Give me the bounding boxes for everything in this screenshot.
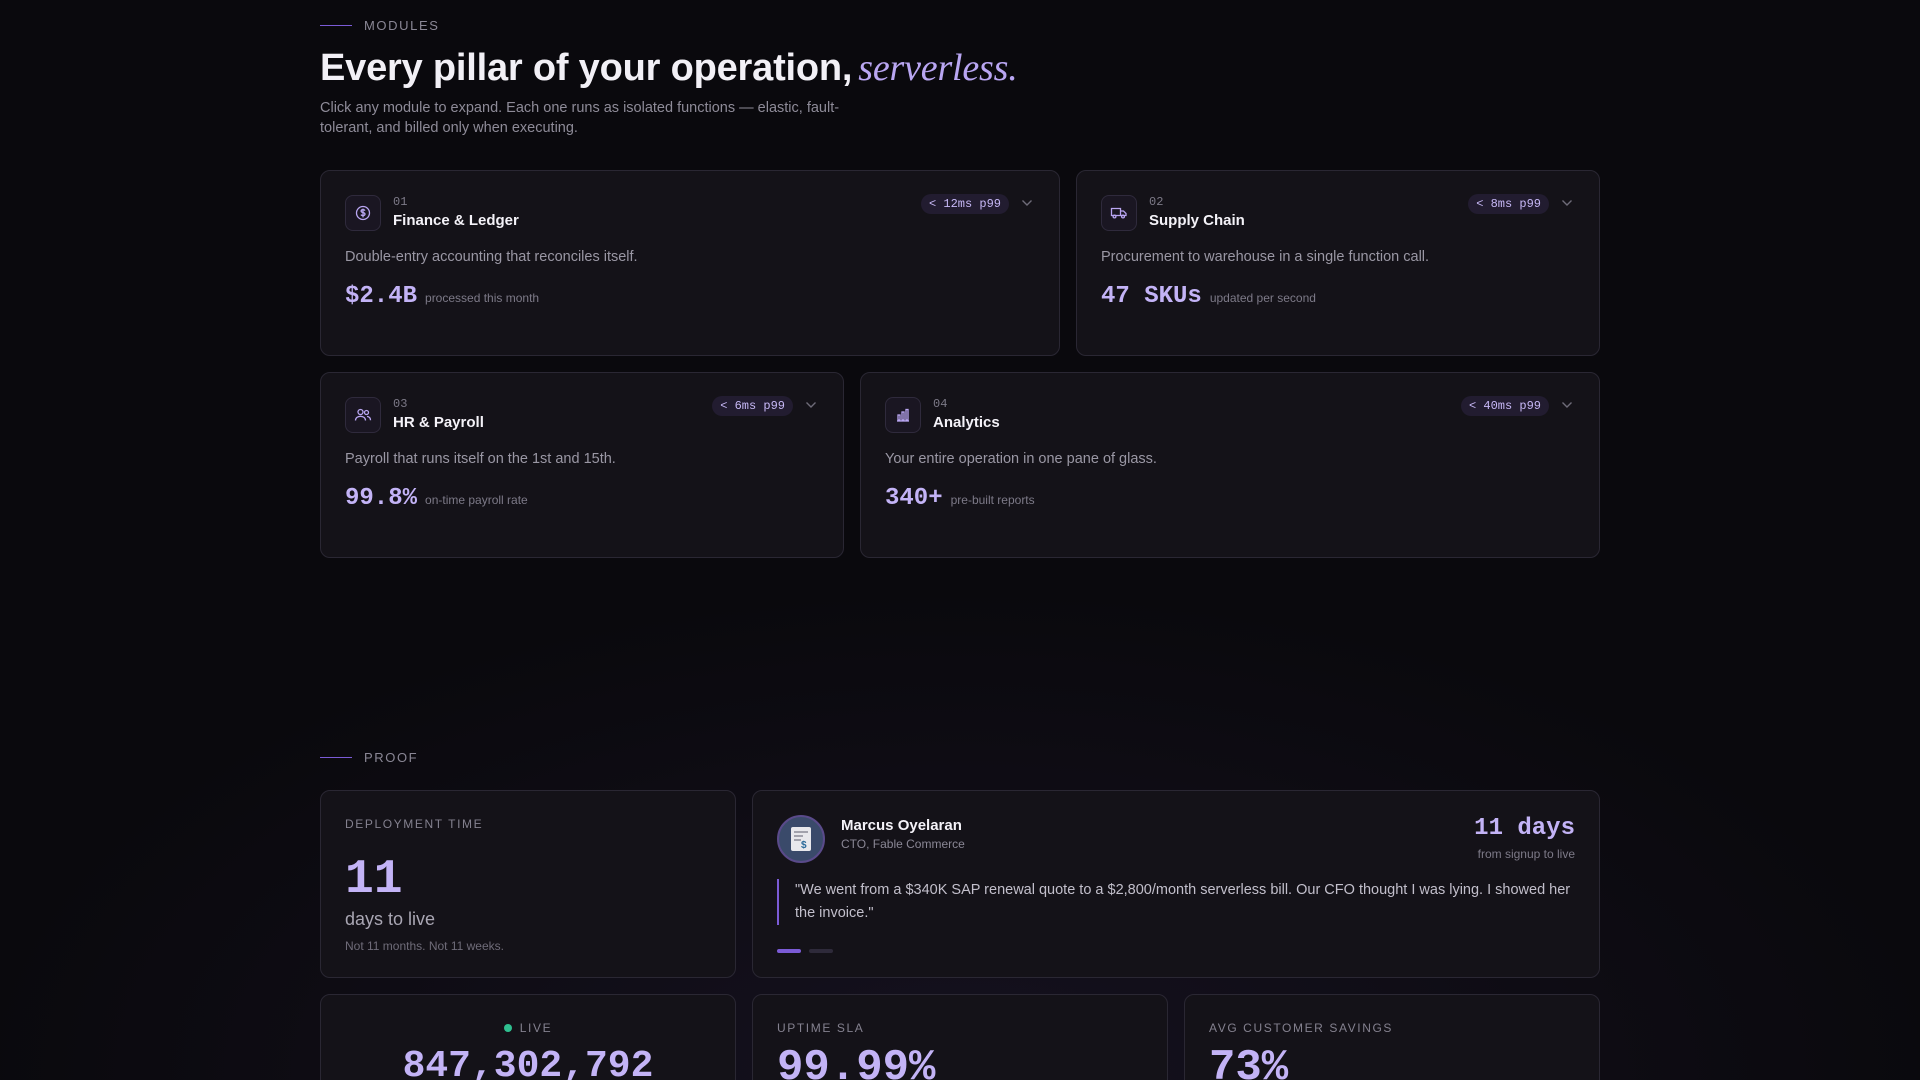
module-card-supply-chain[interactable]: 02 Supply Chain < 8ms p99 Procurement to… bbox=[1076, 170, 1600, 356]
module-name: HR & Payroll bbox=[393, 414, 484, 431]
module-name: Finance & Ledger bbox=[393, 212, 519, 229]
testimonial-name: Marcus Oyelaran bbox=[841, 817, 962, 834]
eyebrow-line bbox=[320, 25, 352, 26]
bar-chart-icon bbox=[885, 397, 921, 433]
uptime-sla-card: UPTIME SLA 99.99% bbox=[752, 994, 1168, 1080]
latency-badge: < 8ms p99 bbox=[1468, 194, 1549, 214]
deployment-note: Not 11 months. Not 11 weeks. bbox=[345, 939, 504, 953]
svg-text:$: $ bbox=[801, 840, 807, 851]
users-icon bbox=[345, 397, 381, 433]
page-title-accent: serverless. bbox=[858, 47, 1018, 89]
testimonial-role: CTO, Fable Commerce bbox=[841, 837, 965, 851]
page-title-main: Every pillar of your operation, bbox=[320, 47, 853, 89]
testimonial-quote: "We went from a $340K SAP renewal quote … bbox=[795, 882, 1571, 921]
live-indicator: LIVE bbox=[321, 1021, 735, 1035]
dollar-icon bbox=[345, 195, 381, 231]
live-counter-value: 847,302,792 bbox=[402, 1045, 654, 1080]
carousel-dot[interactable] bbox=[809, 949, 833, 953]
module-stat-value: 99.8% bbox=[345, 485, 418, 512]
carousel-dots bbox=[777, 949, 833, 953]
module-description: Payroll that runs itself on the 1st and … bbox=[345, 451, 616, 467]
module-description: Procurement to warehouse in a single fun… bbox=[1101, 249, 1430, 265]
deployment-unit: days to live bbox=[345, 909, 436, 929]
customer-savings-card: AVG CUSTOMER SAVINGS 73% bbox=[1184, 994, 1600, 1080]
module-description: Double-entry accounting that reconciles … bbox=[345, 249, 638, 265]
module-card-hr-payroll[interactable]: 03 HR & Payroll < 6ms p99 Payroll that r… bbox=[320, 372, 844, 558]
live-counter-card: LIVE 847,302,792 bbox=[320, 994, 736, 1080]
module-stat-value: 340+ bbox=[885, 485, 943, 512]
avatar: $ bbox=[777, 815, 825, 863]
module-number: 04 bbox=[933, 397, 948, 411]
module-stat-value: 47 SKUs bbox=[1101, 283, 1202, 310]
module-stat-value: $2.4B bbox=[345, 283, 418, 310]
module-stat-label: updated per second bbox=[1209, 291, 1316, 305]
testimonial-metric-label: from signup to live bbox=[1477, 847, 1575, 861]
module-stat: $2.4B processed this month bbox=[345, 283, 539, 310]
truck-icon bbox=[1101, 195, 1137, 231]
module-number: 02 bbox=[1149, 195, 1164, 209]
uptime-value: 99.99% bbox=[777, 1043, 936, 1080]
testimonial-metric: 11 days bbox=[1474, 815, 1575, 842]
module-number: 01 bbox=[393, 195, 408, 209]
deployment-label: DEPLOYMENT TIME bbox=[345, 817, 484, 831]
savings-label: AVG CUSTOMER SAVINGS bbox=[1209, 1021, 1394, 1035]
modules-eyebrow-label: MODULES bbox=[364, 18, 440, 33]
testimonial-card: $ Marcus Oyelaran CTO, Fable Commerce 11… bbox=[752, 790, 1600, 978]
module-stat: 340+ pre-built reports bbox=[885, 485, 1035, 512]
module-stat-label: on-time payroll rate bbox=[425, 493, 528, 507]
module-number: 03 bbox=[393, 397, 408, 411]
proof-eyebrow-label: PROOF bbox=[364, 750, 419, 765]
uptime-label: UPTIME SLA bbox=[777, 1021, 865, 1035]
module-card-analytics[interactable]: 04 Analytics < 40ms p99 Your entire oper… bbox=[860, 372, 1600, 558]
page-subtitle: Click any module to expand. Each one run… bbox=[320, 100, 840, 136]
chevron-down-icon[interactable] bbox=[1559, 397, 1575, 413]
module-stat: 47 SKUs updated per second bbox=[1101, 283, 1316, 310]
live-label: LIVE bbox=[519, 1021, 553, 1035]
module-card-finance[interactable]: 01 Finance & Ledger < 12ms p99 Double-en… bbox=[320, 170, 1060, 356]
proof-eyebrow: PROOF bbox=[320, 750, 418, 765]
latency-badge: < 6ms p99 bbox=[712, 396, 793, 416]
chevron-down-icon[interactable] bbox=[803, 397, 819, 413]
deployment-value: 11 bbox=[345, 853, 403, 907]
latency-badge: < 40ms p99 bbox=[1460, 396, 1549, 416]
page-title: Every pillar of your operation, serverles… bbox=[320, 46, 1018, 90]
modules-eyebrow: MODULES bbox=[320, 18, 440, 33]
carousel-dot-active[interactable] bbox=[777, 949, 801, 953]
savings-value: 73% bbox=[1209, 1043, 1289, 1080]
module-stat-label: processed this month bbox=[425, 291, 540, 305]
invoice-icon: $ bbox=[791, 827, 811, 851]
module-name: Supply Chain bbox=[1149, 212, 1245, 229]
module-stat-label: pre-built reports bbox=[950, 493, 1035, 507]
module-stat: 99.8% on-time payroll rate bbox=[345, 485, 528, 512]
latency-badge: < 12ms p99 bbox=[920, 194, 1009, 214]
eyebrow-line bbox=[320, 757, 352, 758]
quote-bar bbox=[777, 879, 779, 925]
chevron-down-icon[interactable] bbox=[1019, 195, 1035, 211]
deployment-time-card: DEPLOYMENT TIME 11 days to live Not 11 m… bbox=[320, 790, 736, 978]
live-dot bbox=[503, 1024, 512, 1032]
module-name: Analytics bbox=[933, 414, 1000, 431]
module-description: Your entire operation in one pane of gla… bbox=[885, 451, 1157, 467]
chevron-down-icon[interactable] bbox=[1559, 195, 1575, 211]
